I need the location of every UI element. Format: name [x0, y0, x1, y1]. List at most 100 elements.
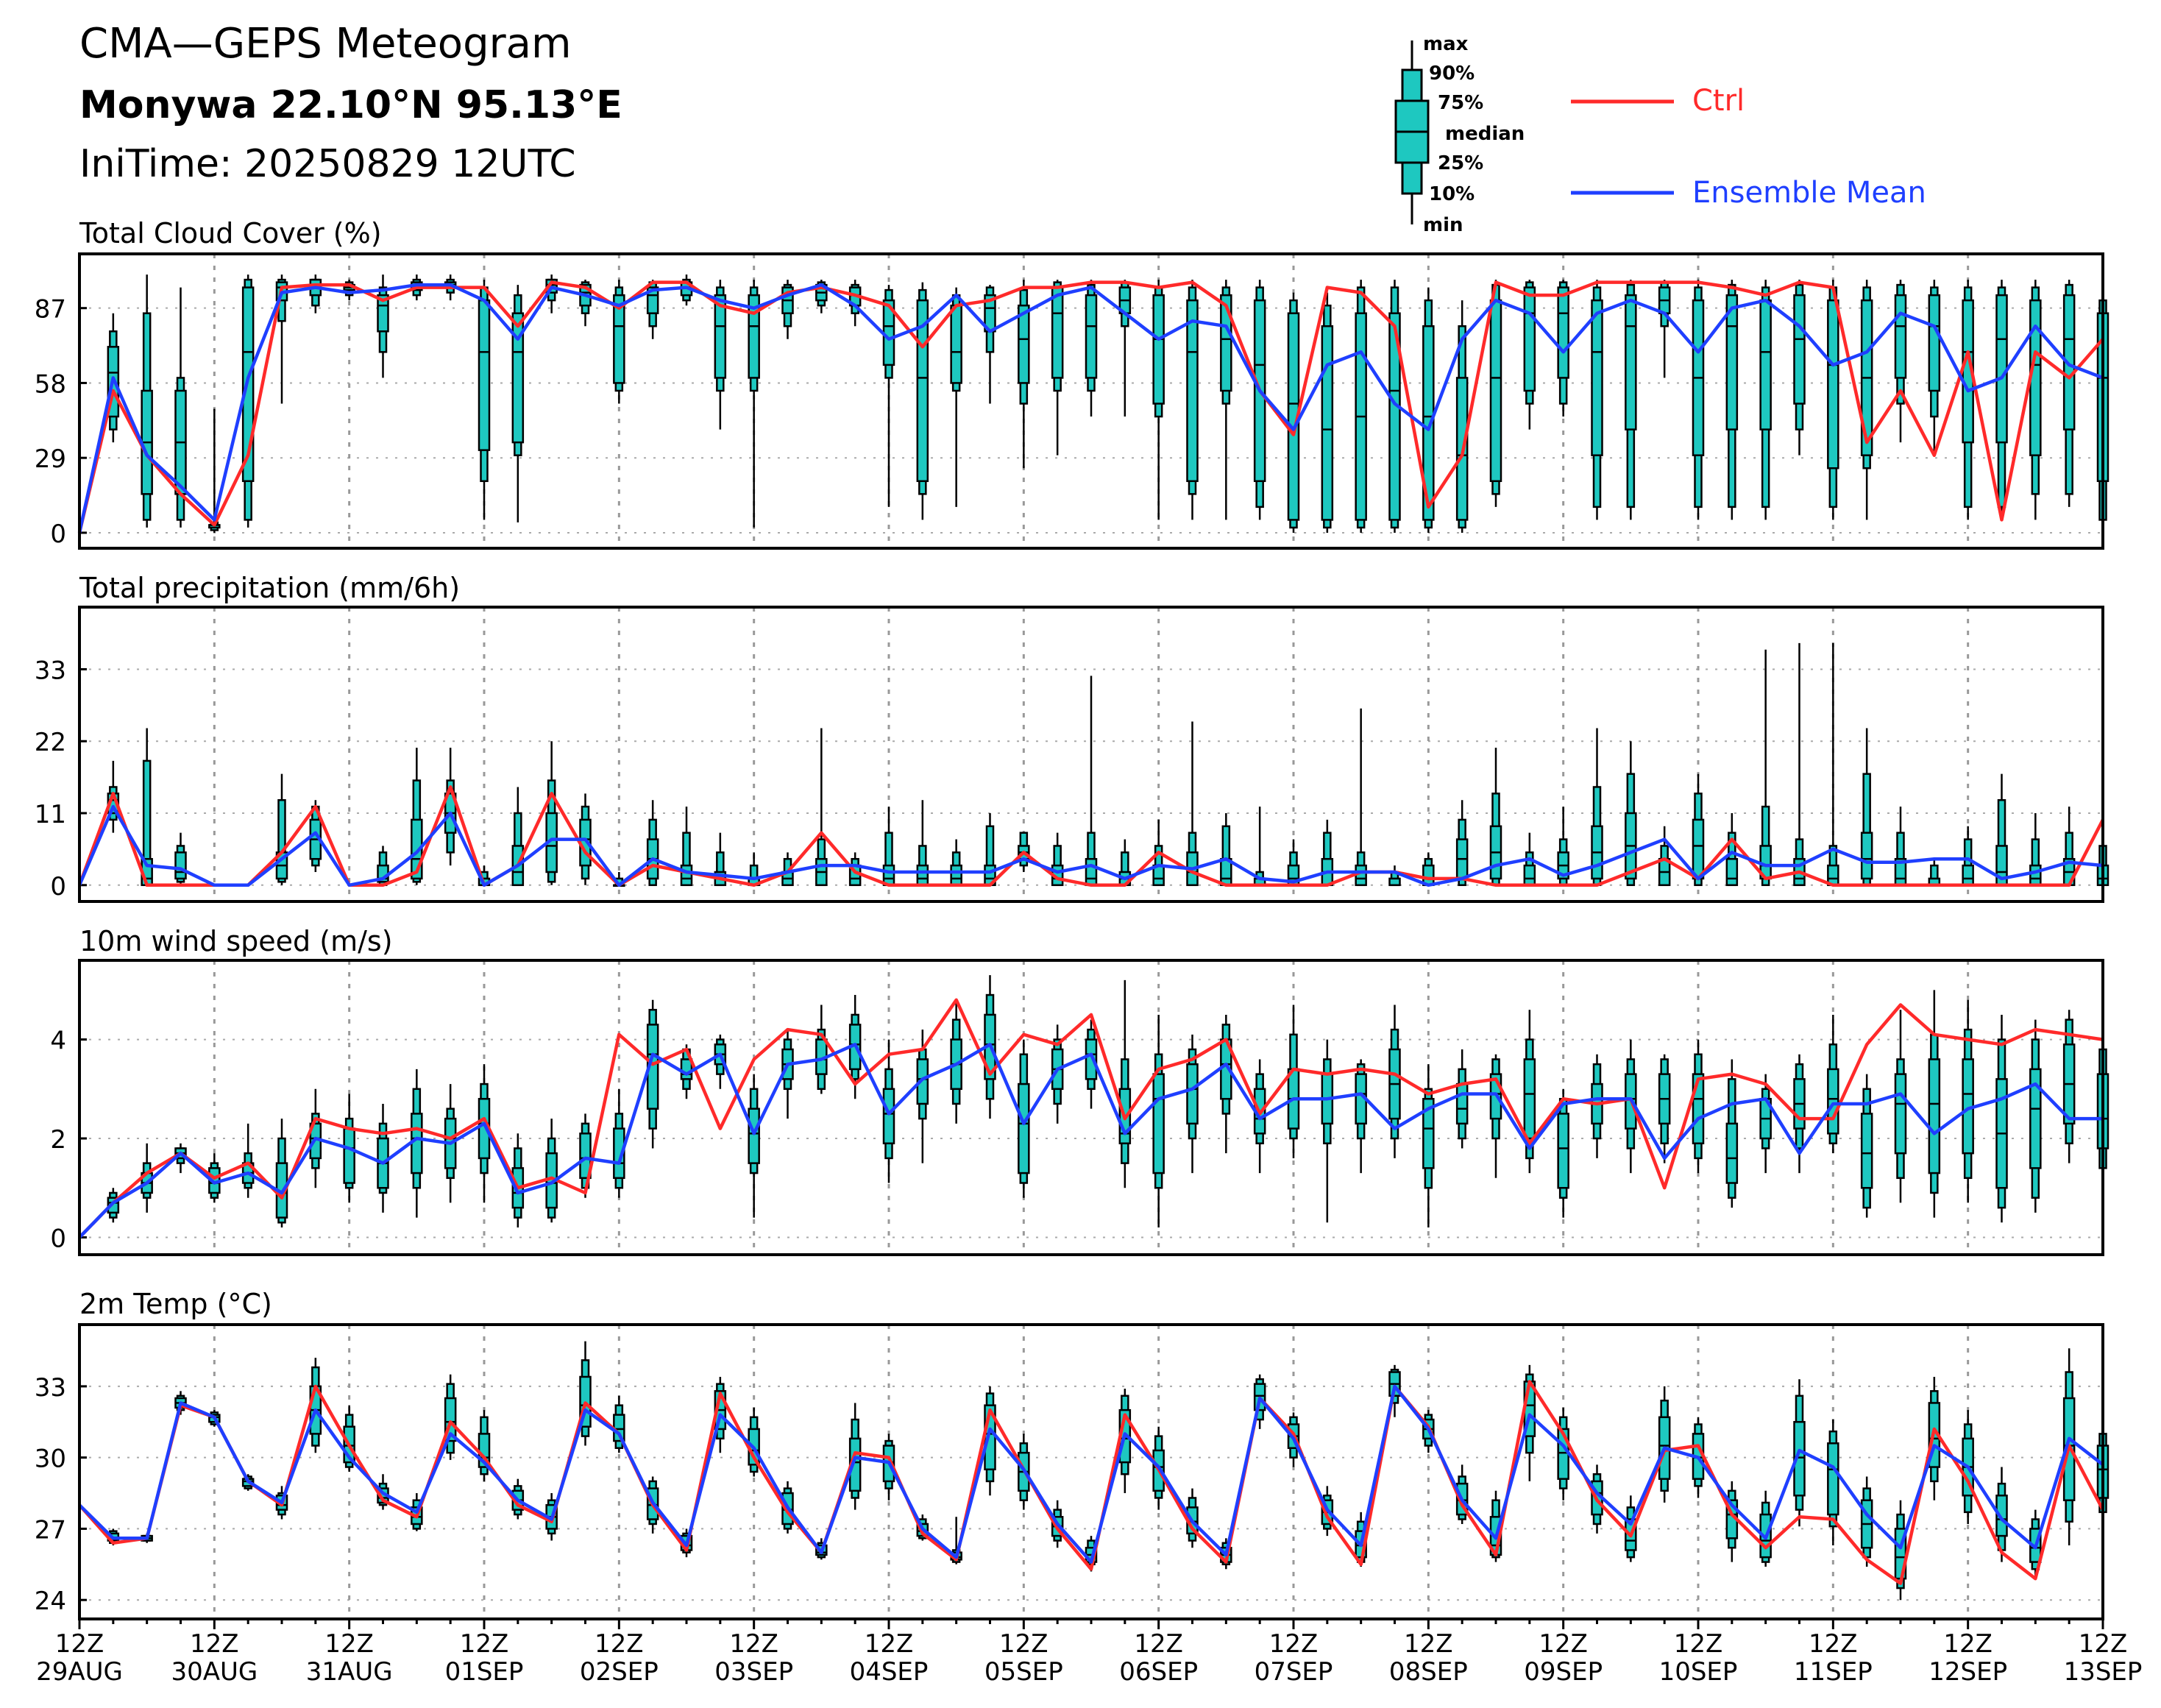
- box-mark: [613, 280, 625, 404]
- x-tick-label-hour: 12Z: [595, 1629, 644, 1659]
- x-tick-label-hour: 12Z: [1404, 1629, 1453, 1659]
- panel-frame: [78, 606, 2104, 903]
- box-mark: [1692, 280, 1705, 520]
- box-mark: [1388, 865, 1401, 887]
- box-mark: [748, 280, 760, 528]
- x-tick-label-hour: 12Z: [460, 1629, 509, 1659]
- box-mark: [1422, 1064, 1435, 1228]
- box-mark: [444, 1374, 457, 1460]
- box-mark: [1355, 1059, 1367, 1174]
- ensemble-mean-line: [77, 804, 2104, 887]
- x-tick-label-date: 04SEP: [850, 1657, 929, 1687]
- x-tick-label-hour: 12Z: [324, 1629, 374, 1659]
- y-tick-label: 30: [35, 1445, 66, 1474]
- legend-p90-label: 90%: [1429, 63, 1475, 85]
- legend-p10-label: 10%: [1429, 183, 1475, 205]
- box-mark: [1455, 800, 1469, 887]
- y-tick-label: 11: [35, 800, 66, 829]
- y-tick-label: 27: [35, 1515, 66, 1545]
- box-mark: [1759, 649, 1772, 887]
- x-tick-label-date: 11SEP: [1794, 1657, 1873, 1687]
- legend-mean-label: Ensemble Mean: [1692, 176, 1926, 210]
- y-tick-label: 58: [35, 369, 66, 399]
- box-mark: [1658, 1054, 1671, 1163]
- box-mark: [174, 832, 187, 885]
- box-mark: [1962, 280, 1974, 520]
- y-tick-label: 4: [50, 1027, 66, 1056]
- x-tick-label-hour: 12Z: [1809, 1629, 1858, 1659]
- x-tick-label-date: 09SEP: [1524, 1657, 1603, 1687]
- ctrl-line: [78, 998, 2104, 1239]
- box-mark: [1557, 807, 1569, 887]
- box-mark: [1894, 1500, 1907, 1601]
- box-mark: [478, 1064, 491, 1203]
- box-mark: [1928, 280, 1941, 456]
- box-mark: [1388, 280, 1401, 533]
- box-mark: [1591, 280, 1603, 520]
- y-tick-label: 0: [50, 1224, 66, 1253]
- box-mark: [1018, 280, 1030, 469]
- panel-frame: [78, 959, 2104, 1256]
- chart-title: CMA—GEPS Meteogram: [79, 20, 572, 68]
- box-mark: [1962, 999, 1974, 1203]
- box-mark: [1557, 1088, 1569, 1218]
- x-tick-label-hour: 12Z: [2079, 1629, 2128, 1659]
- box-mark: [1220, 280, 1232, 520]
- box-mark: [1253, 280, 1266, 520]
- x-tick-label-hour: 12Z: [999, 1629, 1048, 1659]
- box-mark: [1388, 1004, 1401, 1158]
- x-tick-label-date: 30AUG: [171, 1657, 258, 1687]
- legend-max-label: max: [1423, 33, 1469, 55]
- panel-3: 10m wind speed (m/s) 0 2 4: [50, 925, 2109, 1256]
- box-mark: [478, 1410, 491, 1481]
- x-tick-label-date: 08SEP: [1389, 1657, 1468, 1687]
- y-tick-label: 22: [35, 728, 66, 757]
- box-mark: [1827, 280, 1839, 520]
- panel-title: Total precipitation (mm/6h): [79, 572, 460, 604]
- box-mark: [1118, 280, 1132, 417]
- box-mark: [2029, 280, 2042, 520]
- box-mark: [1860, 280, 1873, 520]
- box-mark: [1725, 813, 1739, 887]
- legend-box-glyph: [1394, 40, 1430, 224]
- x-tick-label-hour: 12Z: [1674, 1629, 1723, 1659]
- ctrl-line: [77, 280, 2104, 534]
- box-mark: [916, 1030, 929, 1163]
- box-mark: [1085, 1019, 1098, 1109]
- x-tick-label-date: 05SEP: [984, 1657, 1063, 1687]
- box-mark: [1422, 287, 1435, 533]
- y-tick-label: 87: [35, 295, 66, 325]
- box-mark: [1085, 280, 1098, 417]
- init-time-label: IniTime: 20250829 12UTC: [79, 142, 576, 186]
- box-mark: [1725, 280, 1739, 520]
- ensemble-mean-line: [78, 1384, 2104, 1564]
- ctrl-line: [77, 785, 2105, 887]
- box-mark: [141, 274, 153, 528]
- y-tick-label: 24: [35, 1587, 66, 1616]
- box-mark: [781, 280, 794, 339]
- box-mark: [545, 741, 558, 885]
- box-mark: [1860, 1476, 1873, 1567]
- box-mark: [377, 274, 389, 378]
- ctrl-line: [78, 1380, 2104, 1585]
- box-mark: [646, 999, 659, 1149]
- x-tick-label-hour: 12Z: [55, 1629, 104, 1659]
- legend-median-label: median: [1445, 123, 1525, 145]
- legend: max 90% 75% median 25% 10% min Ctrl Ense…: [1394, 33, 1926, 236]
- panels: Total Cloud Cover (%) 0 29 58 87 Total precip…: [35, 217, 2109, 1620]
- x-tick-label-hour: 12Z: [1943, 1629, 1993, 1659]
- location-label: Monywa 22.10°N 95.13°E: [79, 83, 622, 127]
- ensemble-mean-line: [78, 1043, 2103, 1239]
- box-mark: [1995, 1014, 2008, 1223]
- panel-title: 10m wind speed (m/s): [79, 925, 393, 957]
- box-mark: [1287, 292, 1300, 533]
- x-tick-label-hour: 12Z: [1134, 1629, 1183, 1659]
- panel-1: Total Cloud Cover (%) 0 29 58 87: [35, 217, 2109, 550]
- box-mark: [1523, 832, 1536, 887]
- panel-title: 2m Temp (°C): [79, 1288, 272, 1320]
- box-mark: [2029, 1019, 2042, 1213]
- y-tick-label: 2: [50, 1125, 66, 1155]
- x-tick-label-hour: 12Z: [190, 1629, 239, 1659]
- box-mark: [646, 800, 659, 887]
- box-mark: [511, 1133, 525, 1228]
